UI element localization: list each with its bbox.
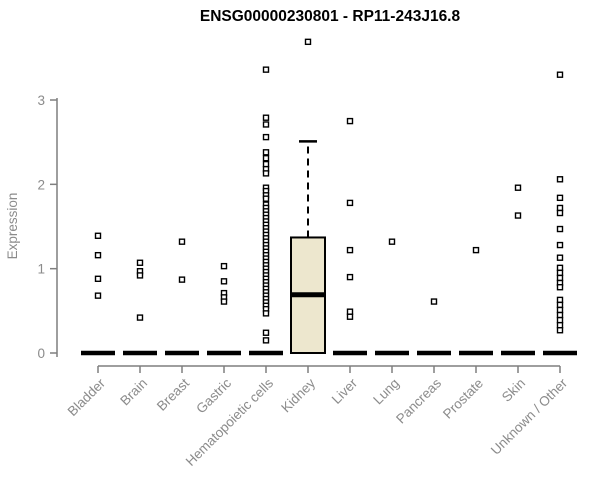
x-category-label: Gastric: [193, 375, 234, 416]
data-point: [556, 301, 564, 309]
data-point: [346, 199, 354, 207]
data-point: [178, 276, 186, 283]
data-point: [262, 160, 270, 168]
data-point: [220, 278, 228, 285]
data-point: [556, 194, 564, 202]
data-point: [136, 314, 144, 321]
data-point: [556, 204, 564, 212]
data-point: [388, 238, 396, 245]
data-point: [94, 251, 102, 259]
x-category-label: Brain: [117, 376, 150, 409]
chart-title: ENSG00000230801 - RP11-243J16.8: [199, 8, 461, 25]
data-point: [556, 254, 564, 261]
data-point: [556, 284, 564, 291]
data-point: [304, 38, 312, 46]
x-category-label: Pancreas: [393, 375, 444, 426]
data-point: [262, 310, 270, 317]
data-point: [556, 306, 564, 314]
y-tick-label: 0: [37, 346, 45, 361]
data-point: [178, 238, 186, 245]
data-point: [556, 316, 564, 324]
data-point: [262, 337, 270, 344]
data-point: [514, 184, 522, 191]
data-point: [262, 195, 270, 202]
data-point: [556, 71, 564, 78]
data-point: [430, 298, 438, 305]
data-point: [262, 121, 270, 128]
data-point: [556, 225, 564, 233]
x-category-label: Skin: [499, 376, 528, 405]
data-point: [94, 232, 102, 239]
data-point: [472, 246, 480, 254]
x-category-label: Liver: [329, 375, 361, 407]
data-point: [220, 298, 228, 305]
data-point: [94, 292, 102, 299]
x-category-label: Prostate: [440, 376, 486, 422]
data-point: [556, 311, 564, 319]
data-point: [346, 313, 354, 320]
data-point: [556, 296, 564, 304]
x-category-label: Unknown / Other: [488, 375, 571, 458]
data-point: [346, 308, 354, 315]
data-point: [262, 149, 270, 156]
data-point: [262, 114, 270, 121]
data-point: [556, 209, 564, 217]
data-point: [262, 133, 270, 141]
data-point: [556, 321, 564, 329]
data-point: [94, 275, 102, 282]
y-tick-label: 1: [37, 262, 45, 277]
data-point: [556, 327, 564, 334]
y-tick-label: 3: [37, 93, 45, 108]
data-point: [220, 262, 228, 270]
x-category-label: Bladder: [65, 375, 109, 419]
x-category-label: Lung: [370, 376, 402, 408]
data-point: [514, 212, 522, 219]
data-point: [262, 66, 270, 73]
data-point: [556, 176, 564, 183]
data-point: [136, 259, 144, 266]
data-point: [346, 273, 354, 281]
data-point: [346, 117, 354, 125]
data-point: [136, 272, 144, 279]
y-tick-label: 2: [37, 177, 45, 192]
x-category-label: Breast: [154, 375, 192, 413]
data-point: [556, 269, 564, 277]
x-category-label: Kidney: [278, 375, 318, 415]
data-point: [556, 274, 564, 282]
data-point: [262, 154, 270, 162]
data-point: [556, 264, 564, 272]
data-point: [262, 170, 270, 177]
data-point: [556, 241, 564, 249]
data-point: [346, 246, 354, 254]
data-point: [262, 329, 270, 336]
